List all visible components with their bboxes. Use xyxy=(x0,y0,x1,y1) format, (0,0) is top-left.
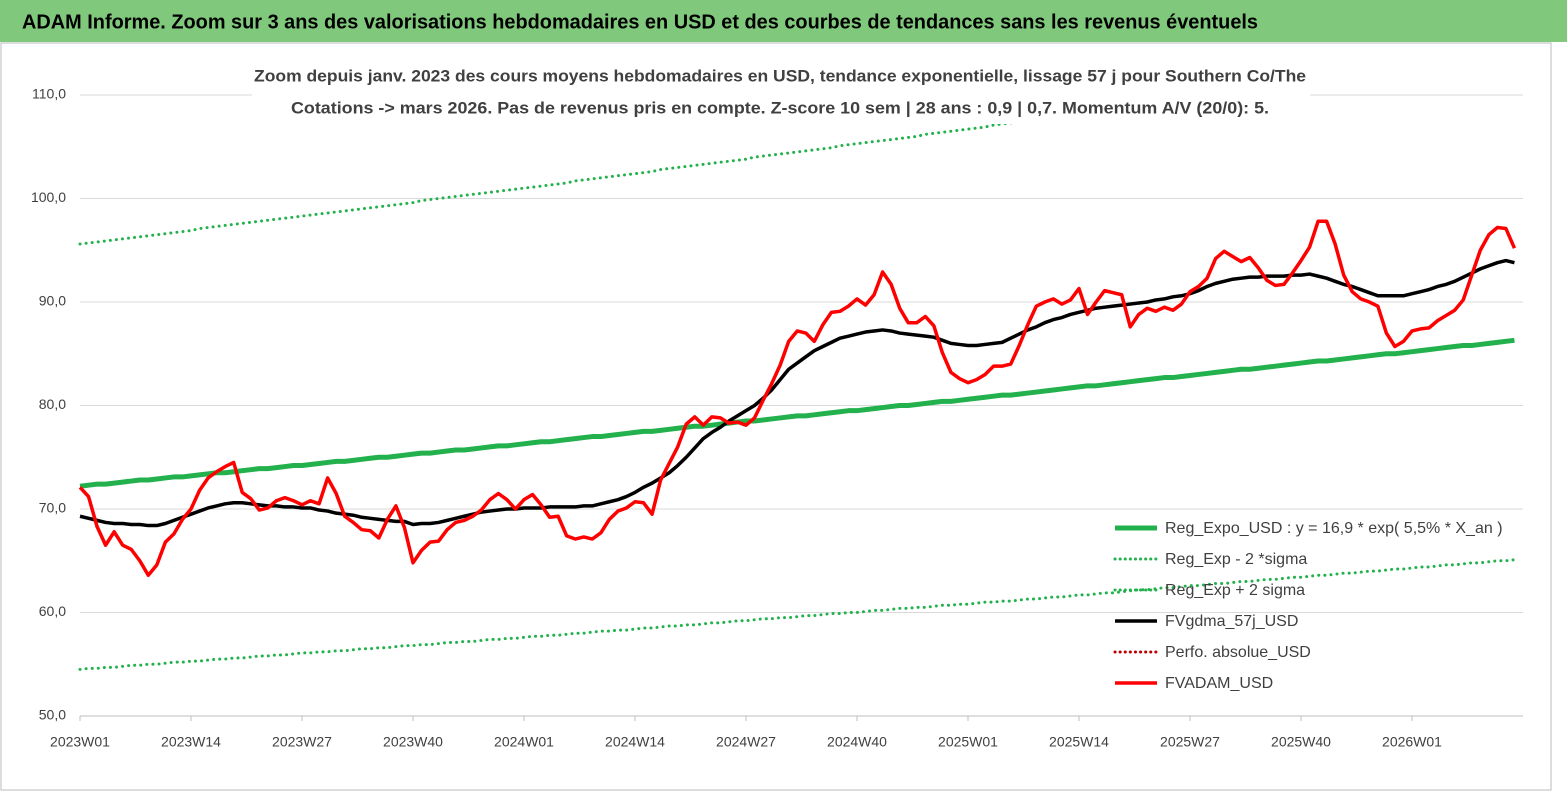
x-tick-label: 2025W27 xyxy=(1160,734,1220,750)
y-tick-label: 100,0 xyxy=(31,189,66,205)
x-tick-label: 2023W27 xyxy=(272,734,332,750)
x-tick-label: 2024W01 xyxy=(494,734,554,750)
x-tick-label: 2024W14 xyxy=(605,734,665,750)
x-tick-label: 2023W40 xyxy=(383,734,443,750)
x-tick-label: 2026W01 xyxy=(1382,734,1442,750)
series-line xyxy=(79,337,1515,489)
legend-label: FVADAM_USD xyxy=(1165,675,1273,692)
legend-label: Reg_Exp - 2 *sigma xyxy=(1165,551,1307,568)
legend-label: Reg_Expo_USD : y = 16,9 * exp( 5,5% * X_… xyxy=(1165,520,1503,537)
legend: Reg_Expo_USD : y = 16,9 * exp( 5,5% * X_… xyxy=(1113,520,1503,692)
header-title: ADAM Informe. Zoom sur 3 ans des valoris… xyxy=(22,11,1258,33)
y-tick-label: 110,0 xyxy=(32,86,66,102)
series-line xyxy=(78,558,1516,671)
series-line xyxy=(78,219,1517,577)
y-tick-label: 80,0 xyxy=(39,396,66,412)
chart-title: Zoom depuis janv. 2023 des cours moyens … xyxy=(254,66,1306,85)
y-tick-label: 60,0 xyxy=(39,603,66,619)
legend-label: FVgdma_57j_USD xyxy=(1165,613,1298,630)
y-tick-label: 90,0 xyxy=(39,293,66,309)
y-tick-label: 70,0 xyxy=(39,500,66,516)
x-tick-label: 2023W14 xyxy=(161,734,221,750)
x-tick-label: 2025W40 xyxy=(1271,734,1331,750)
series-line xyxy=(79,258,1515,528)
legend-label: Perfo. absolue_USD xyxy=(1165,644,1311,661)
chart-title: Cotations -> mars 2026. Pas de revenus p… xyxy=(291,98,1269,117)
plot-area: 50,0 60,0 70,0 80,0 90,0 100,0 110,0 2023W01 202… xyxy=(31,86,1523,750)
x-tick-label: 2025W01 xyxy=(938,734,998,750)
header-bar xyxy=(0,0,1567,42)
x-tick-label: 2024W40 xyxy=(827,734,887,750)
chart-border xyxy=(0,42,1552,791)
legend-label: Reg_Exp + 2 sigma xyxy=(1165,582,1305,599)
title-box xyxy=(252,62,1310,124)
x-tick-label: 2025W14 xyxy=(1049,734,1109,750)
x-tick-label: 2024W27 xyxy=(716,734,776,750)
x-tick-label: 2023W01 xyxy=(50,734,110,750)
y-tick-label: 50,0 xyxy=(39,707,66,723)
